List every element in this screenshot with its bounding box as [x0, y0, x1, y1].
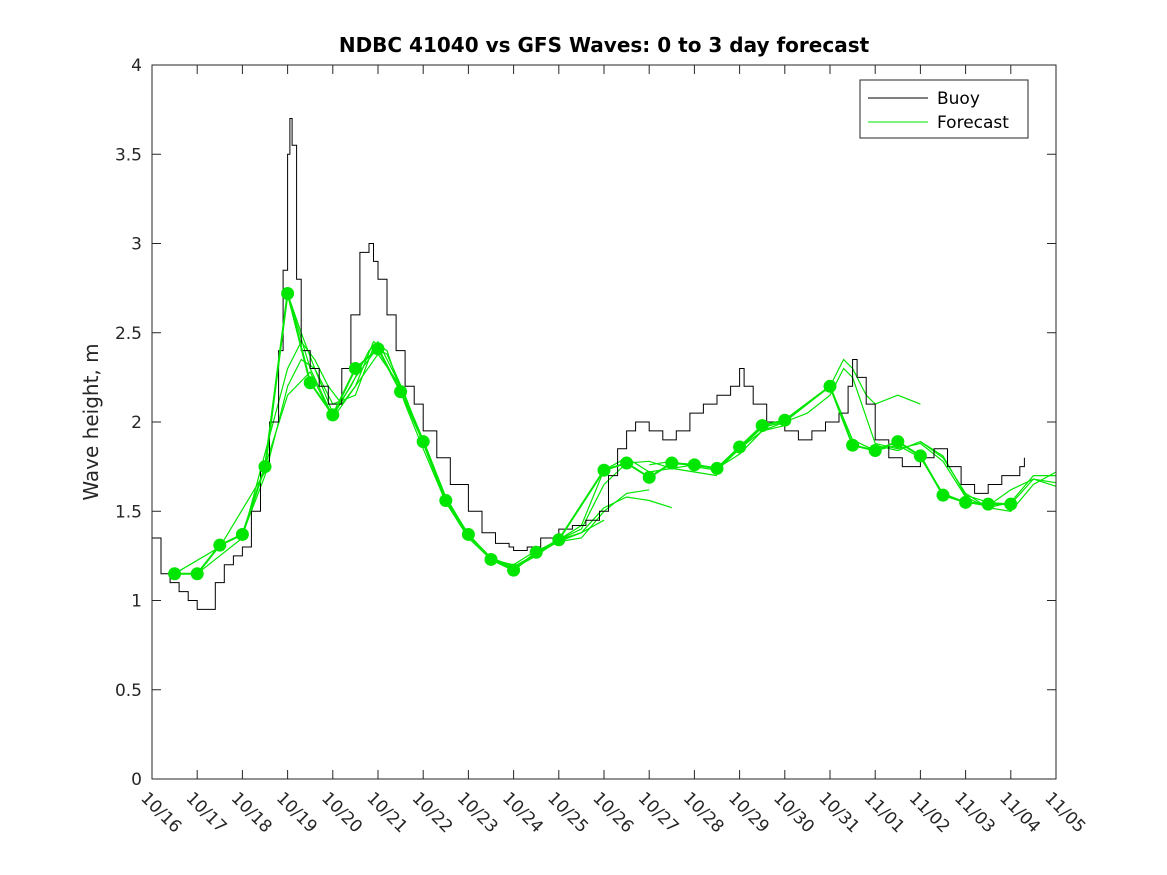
forecast-marker	[190, 567, 204, 581]
forecast-marker	[1004, 497, 1018, 511]
forecast-marker	[597, 463, 611, 477]
forecast-marker	[981, 497, 995, 511]
y-tick-label: 1.5	[115, 502, 142, 522]
x-tick-label: 10/19	[272, 788, 321, 837]
forecast-run-line	[875, 440, 1057, 505]
forecast-marker	[868, 444, 882, 458]
buoy-series-line	[152, 118, 1025, 610]
x-tick-label: 11/04	[995, 788, 1044, 837]
forecast-marker	[303, 376, 317, 390]
forecast-marker	[348, 361, 362, 375]
y-tick-label: 2	[131, 413, 142, 433]
x-tick-label: 10/17	[182, 788, 231, 837]
x-tick-label: 10/18	[227, 788, 276, 837]
forecast-marker	[213, 538, 227, 552]
forecast-marker	[552, 533, 566, 547]
y-axis-label: Wave height, m	[79, 343, 103, 500]
x-tick-label: 11/02	[905, 788, 954, 837]
forecast-marker	[371, 342, 385, 356]
y-tick-label: 0	[131, 770, 142, 790]
x-tick-label: 11/01	[860, 788, 909, 837]
x-tick-label: 10/31	[814, 788, 863, 837]
forecast-marker	[665, 456, 679, 470]
x-tick-label: 10/25	[543, 788, 592, 837]
forecast-marker	[394, 385, 408, 399]
y-tick-label: 2.5	[115, 324, 142, 344]
series-layer	[152, 118, 1057, 610]
forecast-marker	[755, 419, 769, 433]
forecast-marker	[461, 527, 475, 541]
x-tick-label: 10/20	[317, 788, 366, 837]
forecast-marker	[235, 527, 249, 541]
forecast-marker	[891, 435, 905, 449]
plot-area	[152, 65, 1056, 779]
forecast-marker	[416, 435, 430, 449]
x-tick-label: 11/03	[950, 788, 999, 837]
forecast-marker	[439, 494, 453, 508]
forecast-marker	[823, 379, 837, 393]
forecast-marker	[507, 563, 521, 577]
forecast-marker	[913, 449, 927, 463]
x-tick-label: 11/05	[1040, 788, 1089, 837]
forecast-marker	[529, 545, 543, 559]
forecast-marker	[620, 456, 634, 470]
forecast-marker	[710, 461, 724, 475]
legend-box	[859, 79, 1029, 139]
forecast-marker	[733, 440, 747, 454]
x-tick-label: 10/21	[362, 788, 411, 837]
y-tick-label: 4	[131, 56, 142, 76]
forecast-marker	[687, 458, 701, 472]
x-tick-label: 10/24	[498, 788, 547, 837]
x-tick-label: 10/26	[588, 788, 637, 837]
forecast-marker	[484, 552, 498, 566]
legend-forecast-label: Forecast	[937, 113, 1009, 133]
y-tick-label: 0.5	[115, 681, 142, 701]
y-tick-label: 3.5	[115, 145, 142, 165]
forecast-marker	[168, 567, 182, 581]
x-tick-label: 10/27	[634, 788, 683, 837]
x-tick-label: 10/23	[453, 788, 502, 837]
x-tick-label: 10/16	[136, 788, 185, 837]
x-tick-label: 10/29	[724, 788, 773, 837]
x-tick-label: 10/30	[769, 788, 818, 837]
chart-title: NDBC 41040 vs GFS Waves: 0 to 3 day fore…	[339, 33, 870, 57]
forecast-marker	[846, 438, 860, 452]
legend: Buoy Forecast	[859, 79, 1029, 139]
forecast-marker	[778, 413, 792, 427]
forecast-marker	[642, 470, 656, 484]
forecast-marker	[936, 488, 950, 502]
forecast-marker	[258, 460, 272, 474]
x-tick-label: 10/22	[408, 788, 457, 837]
forecast-marker	[326, 408, 340, 422]
x-tick-label: 10/28	[679, 788, 728, 837]
y-tick-label: 3	[131, 235, 142, 255]
forecast-marker	[959, 495, 973, 509]
legend-buoy-label: Buoy	[937, 89, 980, 109]
forecast-marker	[281, 286, 295, 300]
y-tick-label: 1	[131, 592, 142, 612]
